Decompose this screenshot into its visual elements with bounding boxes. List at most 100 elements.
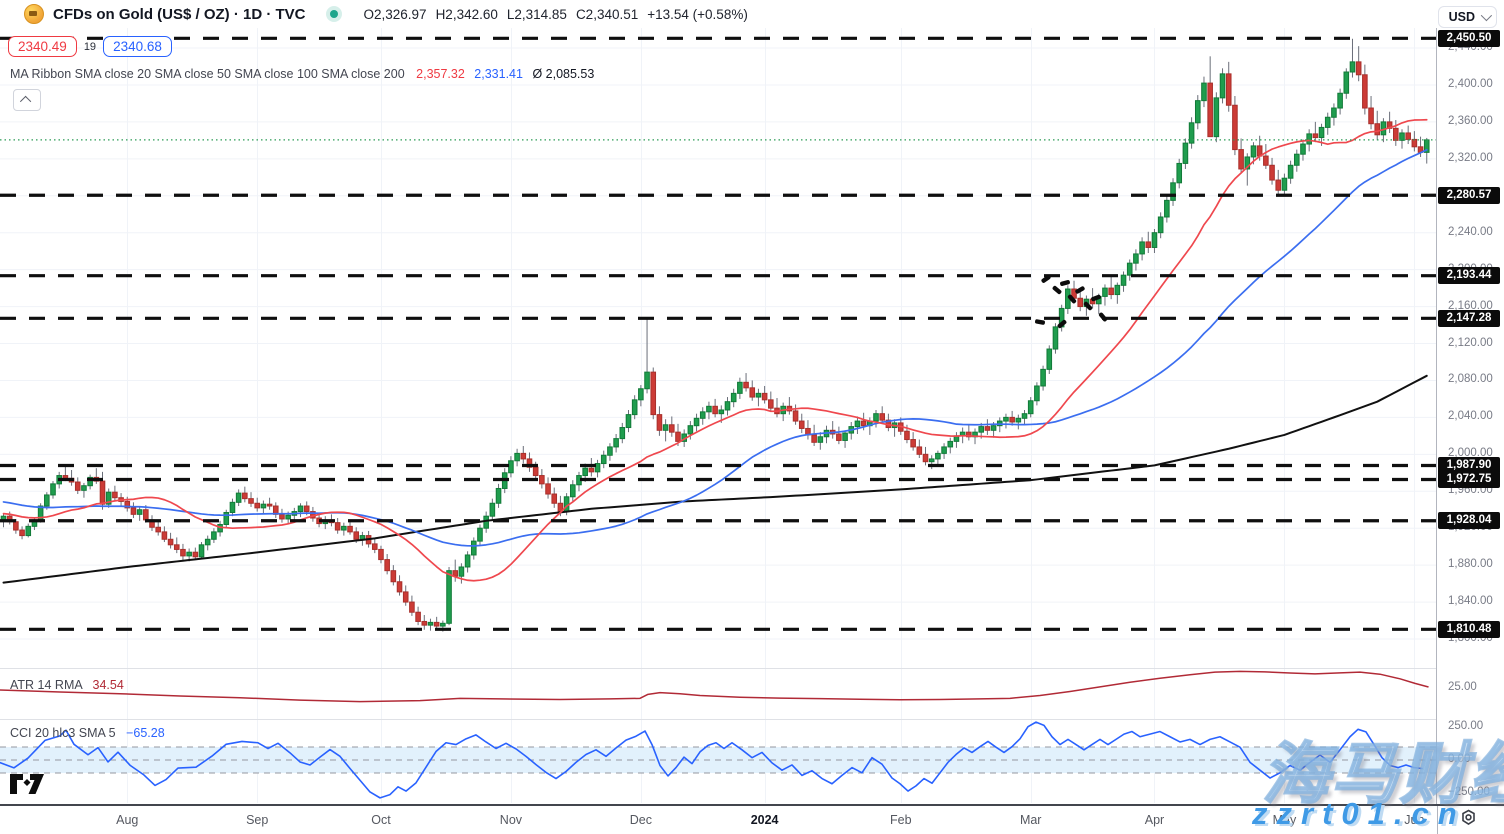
candle-body[interactable] bbox=[297, 505, 304, 513]
candle-body[interactable] bbox=[1293, 153, 1300, 166]
candle-body[interactable] bbox=[495, 487, 502, 504]
candle-body[interactable] bbox=[347, 525, 353, 533]
candle-body[interactable] bbox=[588, 467, 595, 473]
candle-body[interactable] bbox=[1362, 74, 1368, 109]
candle-body[interactable] bbox=[390, 570, 397, 583]
candle-body[interactable] bbox=[1343, 71, 1350, 94]
candle-body[interactable] bbox=[483, 515, 489, 529]
candle-body[interactable] bbox=[532, 466, 539, 477]
candle-body[interactable] bbox=[990, 425, 997, 431]
candle-body[interactable] bbox=[706, 405, 712, 413]
candle-body[interactable] bbox=[1176, 162, 1183, 184]
candle-body[interactable] bbox=[1188, 122, 1195, 144]
candle-body[interactable] bbox=[464, 554, 471, 568]
cci-legend[interactable]: CCI 20 hlc3 SMA 5 −65.28 bbox=[10, 726, 165, 740]
candle-body[interactable] bbox=[737, 381, 743, 394]
candle-body[interactable] bbox=[1157, 216, 1164, 234]
candle-body[interactable] bbox=[594, 463, 601, 473]
candle-body[interactable] bbox=[1114, 284, 1121, 296]
candle-body[interactable] bbox=[1312, 133, 1319, 139]
candle-body[interactable] bbox=[396, 581, 403, 593]
candle-body[interactable] bbox=[854, 420, 861, 428]
candle-body[interactable] bbox=[279, 513, 285, 520]
candle-body[interactable] bbox=[353, 531, 360, 540]
candle-body[interactable] bbox=[539, 475, 545, 485]
candle-body[interactable] bbox=[25, 525, 32, 537]
candle-body[interactable] bbox=[446, 570, 452, 624]
settings-gear-icon[interactable] bbox=[1460, 809, 1477, 826]
candle-body[interactable] bbox=[638, 388, 644, 401]
candle-body[interactable] bbox=[873, 413, 879, 422]
candle-body[interactable] bbox=[458, 566, 465, 577]
candle-body[interactable] bbox=[204, 538, 211, 546]
annotation-mark[interactable] bbox=[1098, 312, 1108, 322]
candle-body[interactable] bbox=[1269, 164, 1275, 181]
candle-body[interactable] bbox=[1021, 413, 1028, 419]
candle-body[interactable] bbox=[130, 507, 137, 515]
candle-body[interactable] bbox=[1009, 416, 1015, 423]
candle-body[interactable] bbox=[1337, 92, 1343, 109]
candle-body[interactable] bbox=[173, 544, 180, 550]
candle-body[interactable] bbox=[1355, 61, 1362, 76]
candle-body[interactable] bbox=[427, 621, 434, 626]
candle-body[interactable] bbox=[1046, 348, 1053, 370]
candle-body[interactable] bbox=[1244, 156, 1251, 170]
candle-body[interactable] bbox=[904, 430, 910, 441]
candle-body[interactable] bbox=[675, 431, 681, 442]
candle-body[interactable] bbox=[1349, 61, 1356, 73]
candle-body[interactable] bbox=[1139, 241, 1145, 255]
candle-body[interactable] bbox=[378, 548, 384, 561]
annotation-mark[interactable] bbox=[1041, 274, 1052, 283]
bid-price-box[interactable]: 2340.49 bbox=[8, 36, 77, 57]
candle-body[interactable] bbox=[1306, 133, 1312, 145]
collapse-legend-button[interactable] bbox=[13, 89, 41, 111]
candle-body[interactable] bbox=[699, 411, 706, 419]
candle-body[interactable] bbox=[693, 417, 700, 427]
candle-body[interactable] bbox=[947, 440, 954, 448]
candle-body[interactable] bbox=[743, 381, 749, 389]
candle-body[interactable] bbox=[1194, 100, 1201, 124]
candle-body[interactable] bbox=[1102, 287, 1108, 297]
candle-body[interactable] bbox=[1027, 400, 1034, 415]
annotation-mark[interactable] bbox=[1083, 301, 1093, 311]
candle-body[interactable] bbox=[384, 559, 390, 572]
candle-body[interactable] bbox=[520, 452, 527, 460]
candle-body[interactable] bbox=[242, 492, 248, 500]
candle-body[interactable] bbox=[303, 505, 310, 513]
candle-body[interactable] bbox=[928, 458, 935, 463]
candle-body[interactable] bbox=[792, 410, 799, 422]
candle-body[interactable] bbox=[712, 405, 718, 415]
candle-body[interactable] bbox=[798, 420, 805, 429]
chart-canvas[interactable] bbox=[0, 28, 1504, 804]
annotation-mark[interactable] bbox=[1057, 319, 1067, 329]
candle-body[interactable] bbox=[662, 424, 669, 431]
candle-body[interactable] bbox=[724, 401, 731, 411]
candle-body[interactable] bbox=[1324, 116, 1331, 128]
candle-body[interactable] bbox=[1405, 132, 1411, 140]
candle-body[interactable] bbox=[625, 414, 632, 429]
candle-body[interactable] bbox=[186, 551, 192, 557]
candle-body[interactable] bbox=[371, 543, 378, 550]
candle-body[interactable] bbox=[730, 392, 737, 403]
candle-body[interactable] bbox=[1170, 182, 1176, 201]
candle-body[interactable] bbox=[600, 454, 607, 465]
candle-body[interactable] bbox=[440, 622, 446, 627]
candle-body[interactable] bbox=[1331, 107, 1337, 118]
candle-body[interactable] bbox=[650, 371, 657, 416]
candle-body[interactable] bbox=[229, 501, 236, 513]
candle-body[interactable] bbox=[1232, 104, 1238, 151]
annotation-mark[interactable] bbox=[1067, 294, 1077, 304]
candle-body[interactable] bbox=[1164, 199, 1170, 218]
candle-body[interactable] bbox=[1213, 97, 1220, 138]
candle-body[interactable] bbox=[1318, 126, 1325, 139]
candle-body[interactable] bbox=[551, 493, 558, 504]
candle-body[interactable] bbox=[582, 467, 588, 477]
candle-body[interactable] bbox=[941, 446, 947, 454]
candle-body[interactable] bbox=[656, 414, 663, 431]
candle-body[interactable] bbox=[1015, 417, 1022, 423]
candle-body[interactable] bbox=[669, 424, 675, 433]
candle-body[interactable] bbox=[1368, 107, 1374, 125]
candle-body[interactable] bbox=[248, 498, 254, 504]
candle-body[interactable] bbox=[74, 481, 81, 491]
annotation-mark[interactable] bbox=[1035, 319, 1046, 325]
